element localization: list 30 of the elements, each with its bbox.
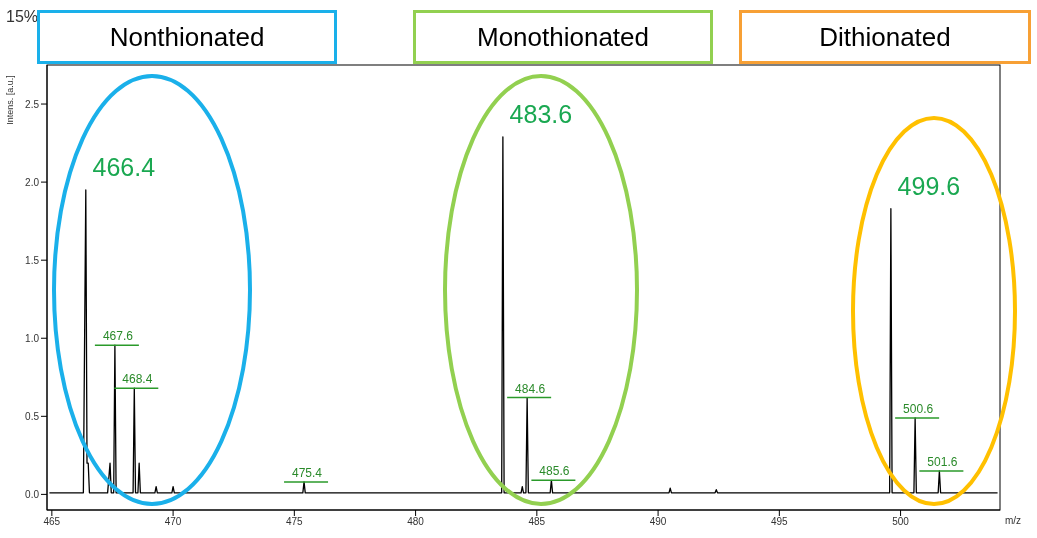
y-tick-label: 1.0	[25, 332, 40, 344]
y-tick-label: 2.5	[25, 98, 40, 110]
annotation: 484.6	[515, 381, 546, 396]
x-tick-label: 500	[892, 516, 910, 528]
x-tick-label: 480	[407, 516, 425, 528]
annotation: 483.6	[509, 99, 573, 128]
x-tick-label: 495	[770, 516, 789, 528]
text: Dithionated	[739, 10, 1031, 64]
y-axis-title: Intens. [a.u.]	[5, 74, 15, 127]
annotation: 499.6	[897, 171, 961, 200]
y-tick-label: 0.5	[25, 410, 40, 422]
x-axis-title: m/z	[1005, 515, 1022, 526]
text: Nonthionated	[37, 10, 337, 64]
x-tick-label: 465	[43, 516, 61, 528]
text: Monothionated	[413, 10, 713, 64]
y-tick-label: 1.5	[25, 254, 40, 266]
x-tick-label: 470	[164, 516, 182, 528]
annotation: 466.4	[92, 152, 156, 181]
annotation: 475.4	[292, 465, 323, 480]
x-tick-label: 475	[286, 516, 304, 528]
annotation: 485.6	[539, 464, 570, 479]
x-tick-label: 490	[649, 516, 667, 528]
annotation: 468.4	[122, 372, 153, 387]
x-tick-label: 485	[528, 516, 546, 528]
annotation: 501.6	[927, 454, 958, 469]
annotation: 467.6	[102, 329, 134, 344]
annotation: 500.6	[903, 401, 934, 416]
y-tick-label: 0.0	[25, 488, 40, 500]
y-tick-label: 2.0	[25, 176, 40, 188]
text: 15%	[6, 8, 39, 26]
